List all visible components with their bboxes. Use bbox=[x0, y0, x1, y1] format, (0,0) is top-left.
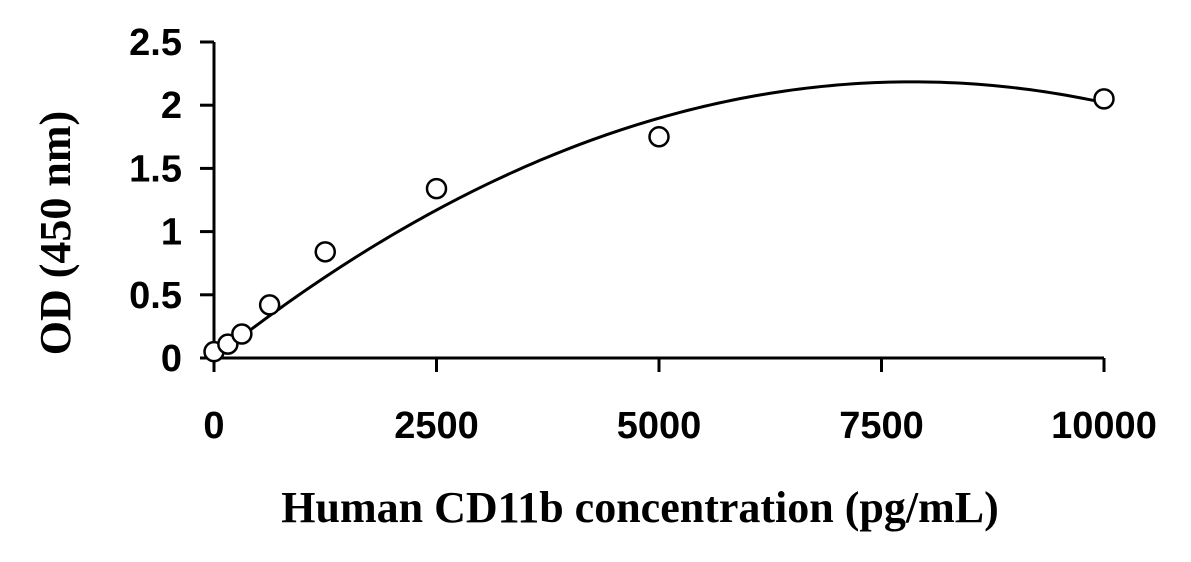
trendline-group bbox=[213, 80, 1105, 360]
x-tick-label: 2500 bbox=[394, 405, 479, 447]
data-point bbox=[258, 294, 281, 316]
x-tick-label: 0 bbox=[203, 405, 224, 447]
y-tick-label: 2 bbox=[161, 85, 182, 127]
y-tick-label: 1.5 bbox=[129, 148, 182, 190]
x-tick-label: 5000 bbox=[617, 405, 702, 447]
y-tick-label: 0 bbox=[161, 338, 182, 380]
data-point bbox=[1093, 88, 1115, 110]
data-points bbox=[203, 88, 1115, 363]
x-tick-label: 7500 bbox=[839, 405, 924, 447]
y-axis: 0 0.5 1 1.5 2 2.5 bbox=[129, 22, 216, 380]
x-axis: 0 2500 5000 7500 10000 bbox=[203, 356, 1157, 447]
y-tick-label: 0.5 bbox=[129, 275, 182, 317]
y-tick-label: 1 bbox=[161, 212, 182, 254]
data-point bbox=[648, 126, 670, 148]
data-point bbox=[314, 241, 336, 263]
data-point bbox=[425, 177, 448, 200]
data-point bbox=[231, 323, 253, 345]
trendline bbox=[213, 80, 1105, 360]
x-axis-title: Human CD11b concentration (pg/mL) bbox=[281, 483, 998, 532]
y-tick-label: 2.5 bbox=[129, 22, 182, 64]
y-axis-title: OD (450 nm) bbox=[31, 111, 80, 355]
x-tick-label: 10000 bbox=[1051, 405, 1157, 447]
